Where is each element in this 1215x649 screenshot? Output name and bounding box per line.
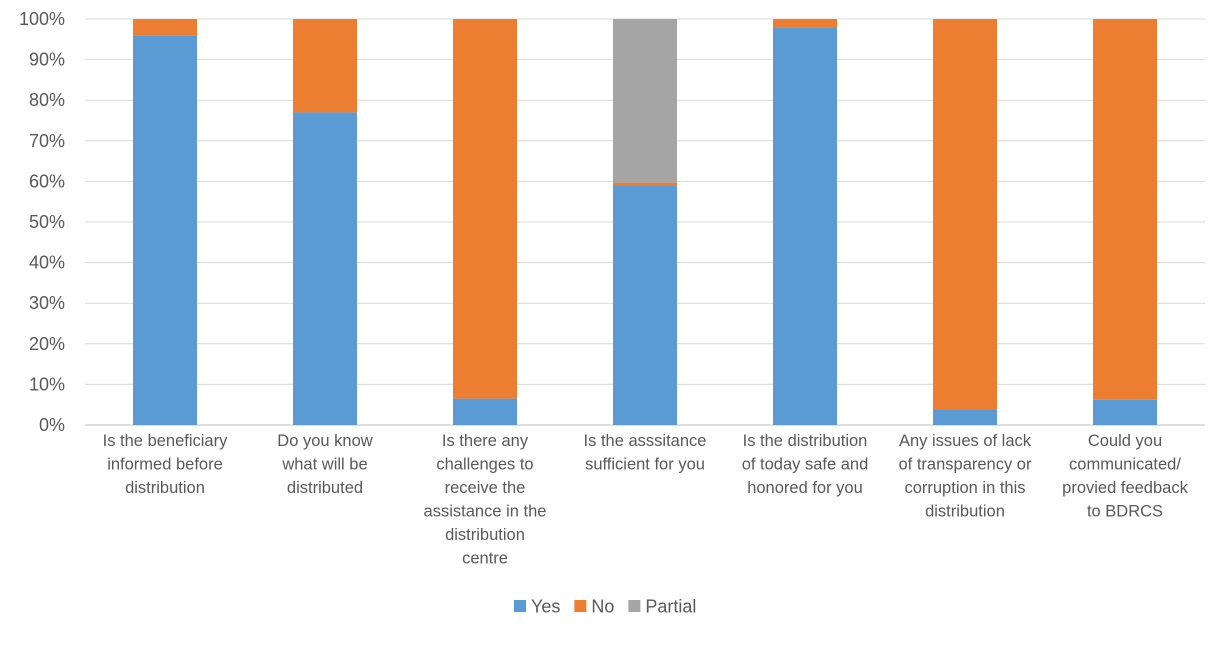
x-category-label: Could you communicated/provied feedback to…	[1062, 432, 1188, 521]
bar-segment-no	[773, 19, 837, 28]
legend-swatch	[514, 600, 526, 612]
legend-item-partial: Partial	[628, 597, 696, 617]
y-tick-label: 20%	[29, 334, 65, 354]
legend-label: Partial	[645, 597, 696, 617]
y-tick-label: 70%	[29, 131, 65, 151]
y-tick-label: 0%	[39, 415, 65, 435]
bar-segment-yes	[453, 398, 517, 425]
bar-segment-yes	[933, 409, 997, 425]
bar-segment-no	[613, 182, 677, 186]
bar-segment-yes	[773, 27, 837, 426]
x-category-label: Is the beneficiary informed before distrib…	[103, 432, 228, 497]
legend-label: Yes	[531, 597, 560, 617]
y-axis-tick-labels: 0% 10% 20% 30% 40% 50% 60% 70% 80% 90% 100%	[19, 9, 65, 435]
y-tick-label: 30%	[29, 293, 65, 313]
x-category-label: Is the distribution of today safe and hono…	[742, 432, 869, 497]
bar-segment-yes	[613, 185, 677, 425]
bar-segment-partial	[613, 19, 677, 183]
x-category-label: Is there any challenges to receive the assi…	[424, 432, 547, 568]
legend-item-yes: Yes	[514, 597, 560, 617]
y-tick-label: 10%	[29, 374, 65, 394]
legend: Yes No Partial	[514, 597, 696, 617]
y-tick-label: 60%	[29, 171, 65, 191]
x-category-label: Is the asssitance sufficient for you	[584, 432, 707, 474]
bar-segment-no	[133, 19, 197, 36]
y-tick-label: 50%	[29, 212, 65, 232]
bars	[133, 19, 1157, 426]
bar-segment-yes	[293, 112, 357, 425]
bar-segment-yes	[133, 35, 197, 426]
legend-label: No	[591, 597, 614, 617]
bar-segment-no	[1093, 19, 1157, 400]
bar-segment-yes	[1093, 399, 1157, 425]
y-tick-label: 90%	[29, 50, 65, 70]
x-category-label: Do you know what will be distributed	[277, 432, 372, 497]
y-tick-label: 80%	[29, 90, 65, 110]
bar-segment-no	[293, 19, 357, 113]
bar-segment-no	[933, 19, 997, 410]
y-tick-label: 40%	[29, 253, 65, 273]
legend-swatch	[628, 600, 641, 612]
legend-item-no: No	[574, 597, 614, 617]
x-category-label: Any issues of lack of transparency or corr…	[899, 432, 1032, 521]
x-axis-category-labels: Is the beneficiary informed before distrib…	[103, 432, 1189, 568]
legend-swatch	[574, 600, 587, 612]
bar-segment-no	[453, 19, 517, 399]
y-tick-label: 100%	[19, 9, 65, 29]
